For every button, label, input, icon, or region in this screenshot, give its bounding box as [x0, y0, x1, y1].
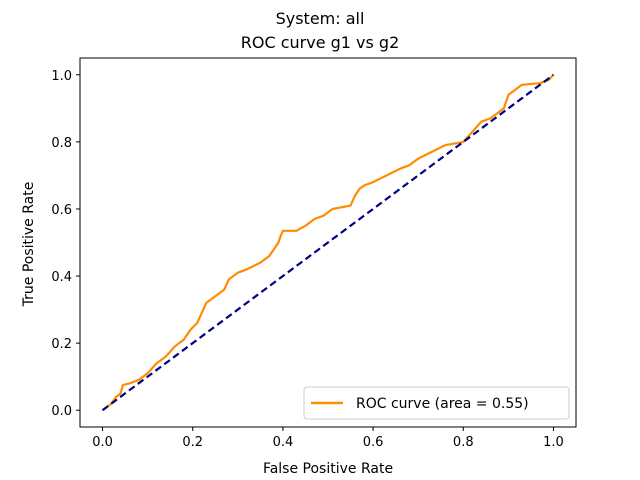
y-tick-label: 0.0: [51, 404, 72, 419]
y-axis-label: True Positive Rate: [21, 182, 37, 308]
x-axis-label: False Positive Rate: [263, 461, 393, 477]
x-tick-label: 0.4: [273, 435, 294, 450]
x-tick-label: 0.8: [453, 435, 474, 450]
x-tick-label: 0.6: [363, 435, 384, 450]
y-tick-label: 1.0: [51, 69, 72, 84]
x-tick-label: 1.0: [543, 435, 564, 450]
legend-box: [303, 386, 570, 420]
y-tick-label: 0.6: [51, 203, 72, 218]
plot-area: 0.0 0.2 0.4 0.6 0.8 1.0 0.0 0.2 0.4 0.6 0.8 1.0: [51, 57, 577, 450]
x-tick-label: 0.0: [92, 435, 113, 450]
x-tick-label: 0.2: [182, 435, 203, 450]
legend: ROC curve (area = 0.55): [303, 386, 570, 420]
chart-subtitle: ROC curve g1 vs g2: [241, 33, 400, 52]
y-tick-label: 0.4: [51, 270, 72, 285]
plot-frame: [79, 57, 577, 428]
y-tick-label: 0.2: [51, 337, 72, 352]
chart-title: System: all: [276, 9, 365, 28]
roc-curve-line: [101, 74, 555, 412]
y-tick-label: 0.8: [51, 136, 72, 151]
diagonal-reference-line: [101, 73, 555, 412]
legend-label: ROC curve (area = 0.55): [356, 396, 529, 412]
